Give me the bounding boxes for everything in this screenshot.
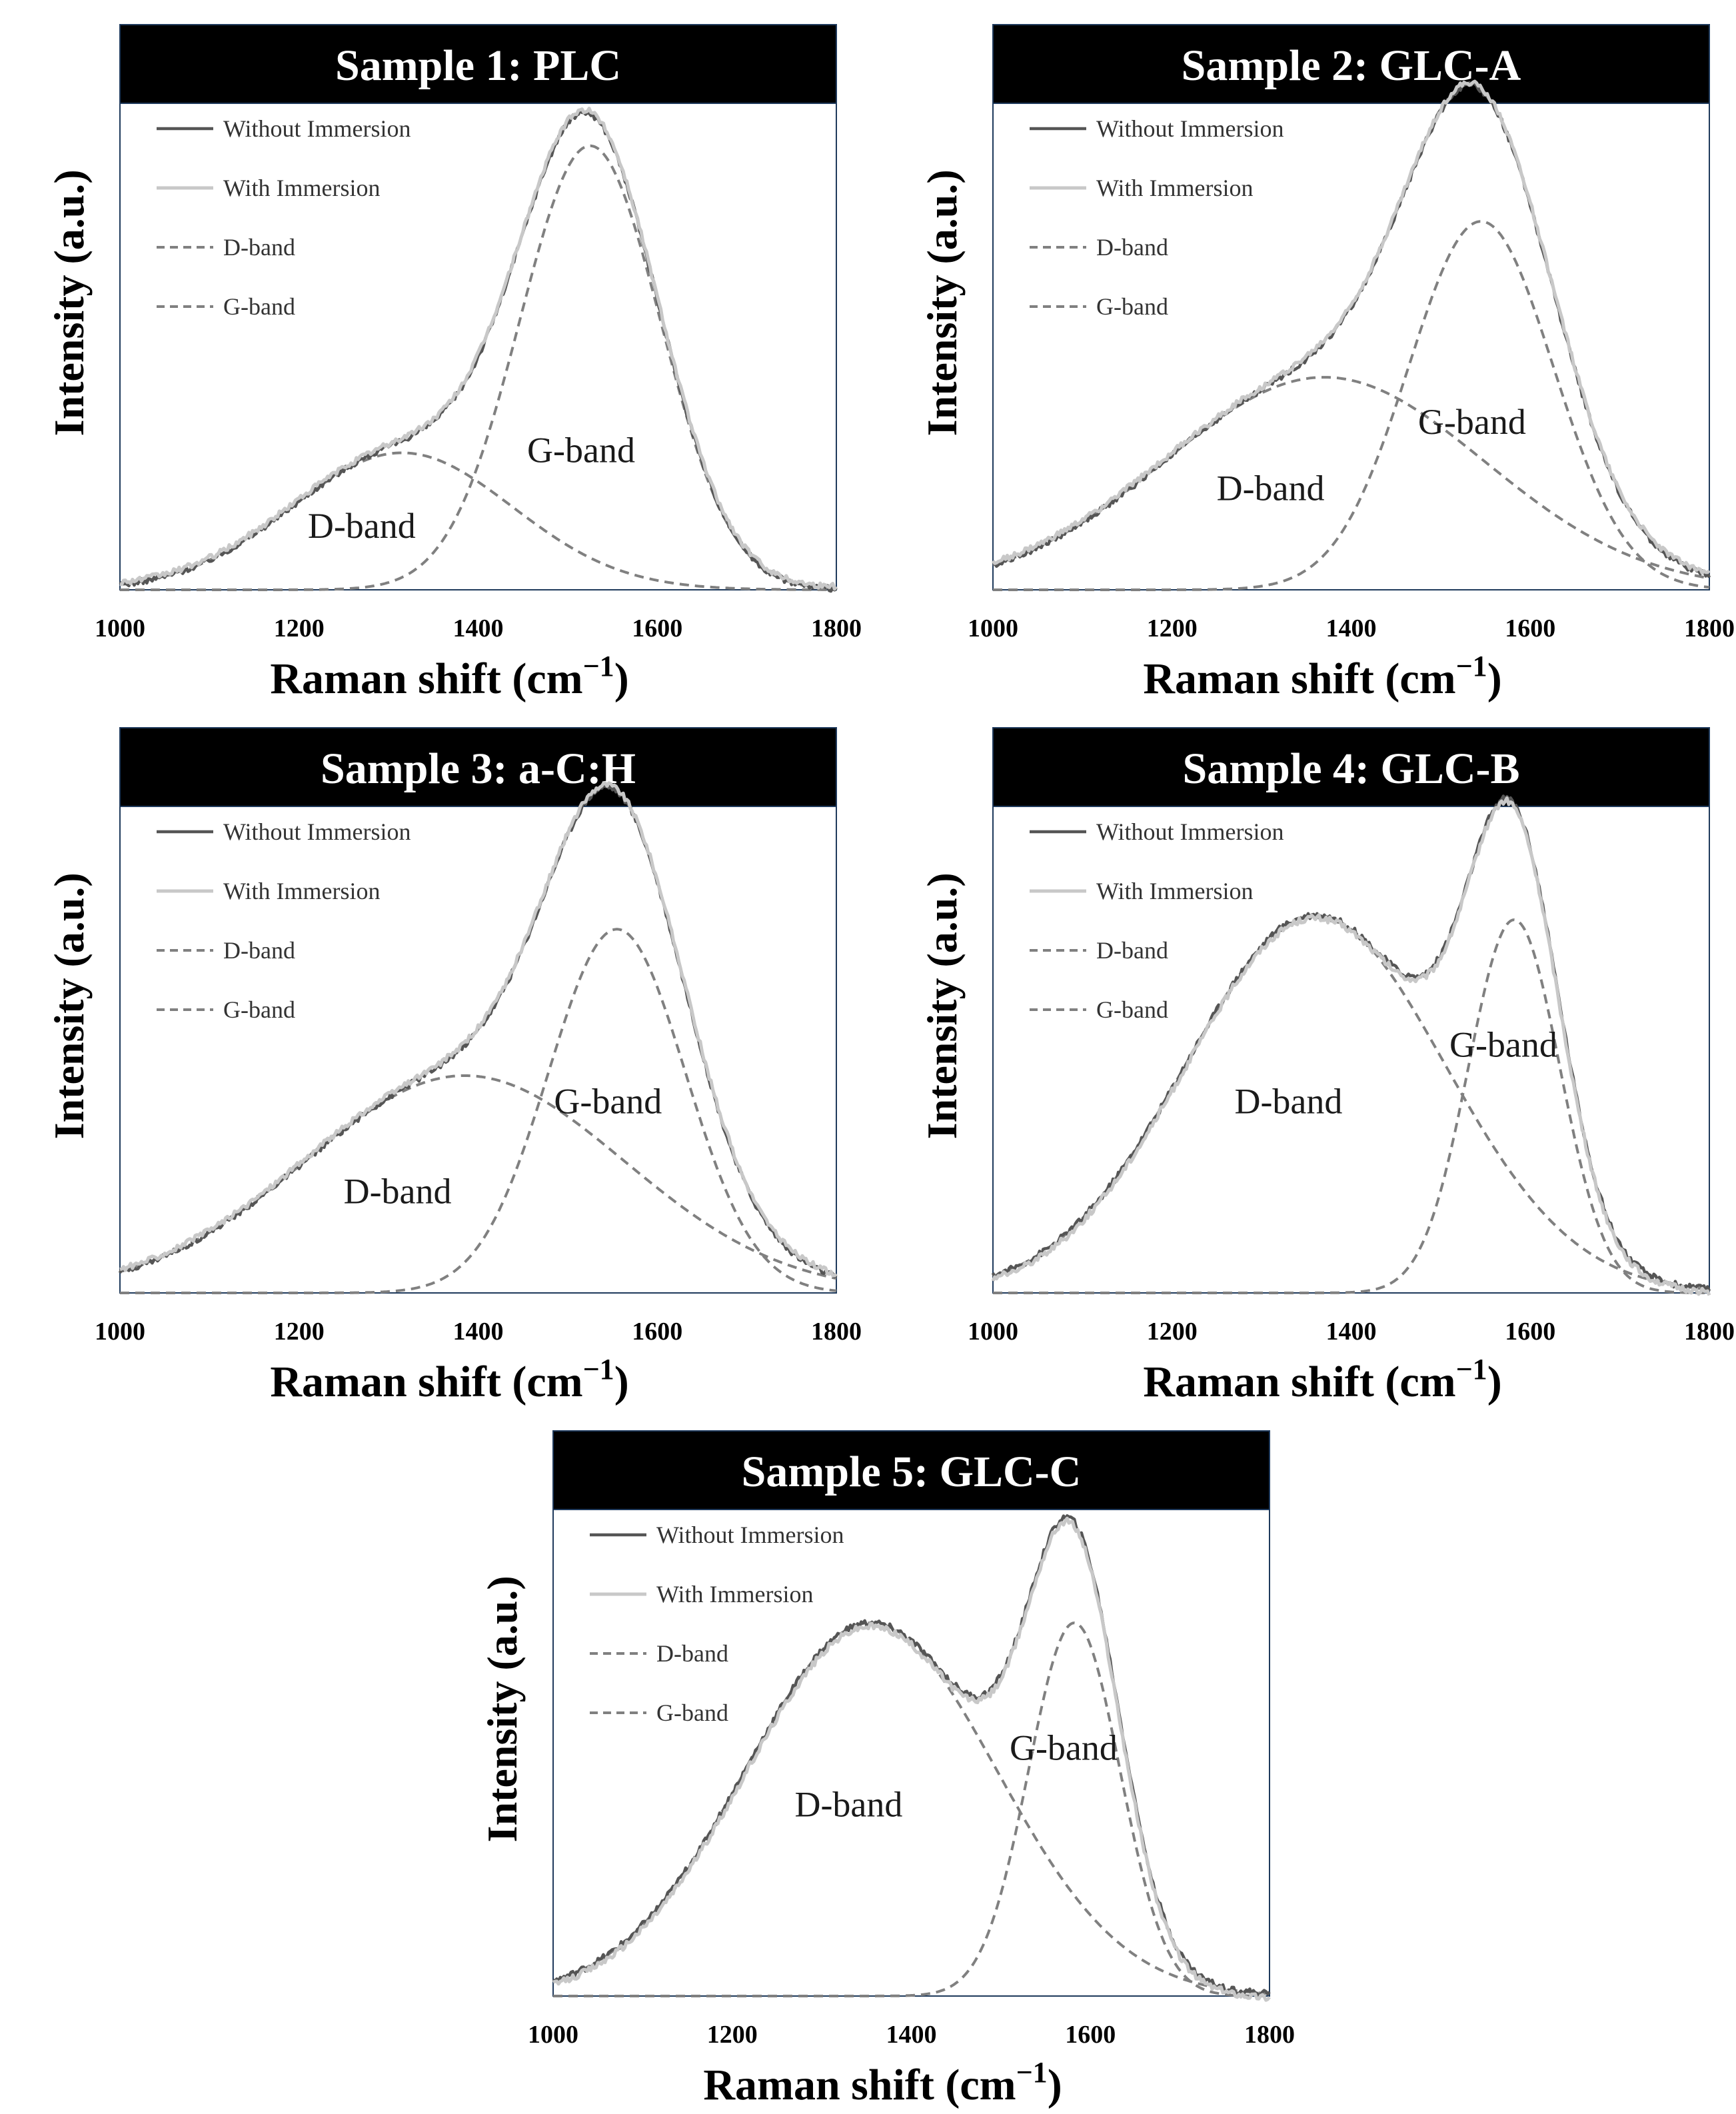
series-d-band	[119, 1074, 837, 1280]
x-tick-label: 1200	[707, 2021, 758, 2049]
x-tick-label: 1000	[968, 1318, 1018, 1346]
legend-label: G-band	[223, 293, 295, 320]
x-tick-label: 1000	[528, 2021, 578, 2049]
x-axis-title: Raman shift (cm−1)	[1143, 650, 1501, 703]
chart-title: Sample 4: GLC-B	[1182, 744, 1519, 793]
legend-label: Without Immersion	[656, 1522, 844, 1548]
x-axis-title: Raman shift (cm−1)	[270, 1353, 628, 1406]
band-label-g-band: G-band	[554, 1082, 662, 1122]
x-tick-label: 1800	[1684, 614, 1735, 642]
band-label-g-band: G-band	[1010, 1728, 1118, 1768]
panel-sample-2: Sample 2: GLC-A D-band G-band Without Immer…	[900, 20, 1735, 703]
series-with-immersion	[552, 1516, 1271, 2002]
legend-label: Without Immersion	[1096, 818, 1284, 845]
title-bar	[992, 727, 1710, 807]
x-tick-label: 1400	[886, 2021, 937, 2049]
panel-sample-5: Sample 5: GLC-C D-band G-band Without Immer…	[460, 1426, 1295, 2109]
x-tick-label: 1400	[453, 1318, 504, 1346]
x-tick-label: 1000	[95, 614, 145, 642]
legend-label: G-band	[656, 1699, 728, 1726]
x-tick-label: 1200	[274, 1318, 325, 1346]
chart-title: Sample 3: a-C:H	[321, 744, 636, 793]
chart-sample-3: Sample 3: a-C:H D-band G-band Without Immer…	[45, 727, 862, 1406]
x-axis-title: Raman shift (cm−1)	[1143, 1353, 1501, 1406]
x-tick-label: 1800	[1684, 1318, 1735, 1346]
series-with-immersion	[991, 796, 1711, 1296]
legend-label: D-band	[223, 234, 295, 261]
band-label-g-band: G-band	[1449, 1025, 1557, 1065]
x-tick-label: 1200	[1147, 614, 1198, 642]
x-tick-label: 1200	[1147, 1318, 1198, 1346]
chart-sample-1: Sample 1: PLC D-band G-band Without Immersi…	[45, 24, 862, 703]
x-tick-label: 1600	[1505, 614, 1555, 642]
y-axis-title: Intensity (a.u.)	[478, 1576, 526, 1842]
band-label-d-band: D-band	[794, 1785, 902, 1825]
x-tick-label: 1800	[811, 1318, 862, 1346]
panel-sample-3: Sample 3: a-C:H D-band G-band Without Immer…	[27, 723, 862, 1406]
band-label-d-band: D-band	[1217, 468, 1325, 508]
x-tick-label: 1600	[1065, 2021, 1116, 2049]
plot-area	[119, 101, 837, 590]
y-axis-title: Intensity (a.u.)	[45, 169, 93, 436]
chart-title: Sample 5: GLC-C	[742, 1448, 1082, 1496]
band-label-g-band: G-band	[527, 431, 635, 471]
legend-label: With Immersion	[1096, 878, 1254, 904]
panel-sample-4: Sample 4: GLC-B D-band G-band Without Immer…	[900, 723, 1735, 1406]
legend-label: With Immersion	[1096, 175, 1254, 201]
legend-label: With Immersion	[656, 1581, 814, 1607]
series-g-band	[120, 928, 837, 1294]
plot-area	[992, 804, 1710, 1294]
plot-area	[552, 1508, 1270, 1997]
x-axis-title: Raman shift (cm−1)	[703, 2056, 1062, 2109]
legend-label: D-band	[1096, 937, 1168, 964]
series-g-band	[993, 220, 1710, 591]
x-tick-label: 1400	[453, 614, 504, 642]
series-g-band	[553, 1621, 1270, 1997]
legend-label: Without Immersion	[223, 115, 411, 142]
legend-label: Without Immersion	[223, 818, 411, 845]
legend-label: G-band	[223, 996, 295, 1023]
series-with-immersion	[991, 79, 1711, 575]
title-bar	[552, 1430, 1270, 1510]
band-label-d-band: D-band	[1234, 1082, 1342, 1122]
series-g-band	[993, 918, 1709, 1294]
x-tick-label: 1000	[95, 1318, 145, 1346]
x-tick-label: 1400	[1326, 614, 1377, 642]
plot-area	[992, 101, 1710, 590]
chart-sample-4: Sample 4: GLC-B D-band G-band Without Immer…	[918, 727, 1735, 1406]
title-bar	[992, 24, 1710, 104]
x-tick-label: 1800	[811, 614, 862, 642]
x-tick-label: 1800	[1244, 2021, 1295, 2049]
band-label-d-band: D-band	[344, 1171, 452, 1211]
band-label-g-band: G-band	[1418, 402, 1526, 442]
title-bar	[119, 24, 837, 104]
panel-sample-1: Sample 1: PLC D-band G-band Without Immersi…	[27, 20, 862, 703]
chart-sample-5: Sample 5: GLC-C D-band G-band Without Immer…	[478, 1430, 1295, 2109]
x-tick-label: 1200	[274, 614, 325, 642]
y-axis-title: Intensity (a.u.)	[918, 872, 966, 1139]
x-tick-label: 1400	[1326, 1318, 1377, 1346]
x-tick-label: 1600	[1505, 1318, 1555, 1346]
legend-label: D-band	[1096, 234, 1168, 261]
chart-title: Sample 1: PLC	[335, 41, 621, 90]
legend-label: With Immersion	[223, 175, 381, 201]
series-with-immersion	[119, 107, 838, 591]
series-with-immersion	[119, 781, 838, 1278]
legend-label: G-band	[1096, 996, 1168, 1023]
y-axis-title: Intensity (a.u.)	[918, 169, 966, 436]
x-tick-label: 1600	[632, 1318, 682, 1346]
y-axis-title: Intensity (a.u.)	[45, 872, 93, 1139]
legend-label: With Immersion	[223, 878, 381, 904]
x-axis-title: Raman shift (cm−1)	[270, 650, 628, 703]
band-label-d-band: D-band	[308, 506, 416, 546]
legend-label: D-band	[656, 1640, 728, 1667]
legend-label: Without Immersion	[1096, 115, 1284, 142]
x-tick-label: 1000	[968, 614, 1018, 642]
title-bar	[119, 727, 837, 807]
legend-label: G-band	[1096, 293, 1168, 320]
x-tick-label: 1600	[632, 614, 682, 642]
legend-label: D-band	[223, 937, 295, 964]
